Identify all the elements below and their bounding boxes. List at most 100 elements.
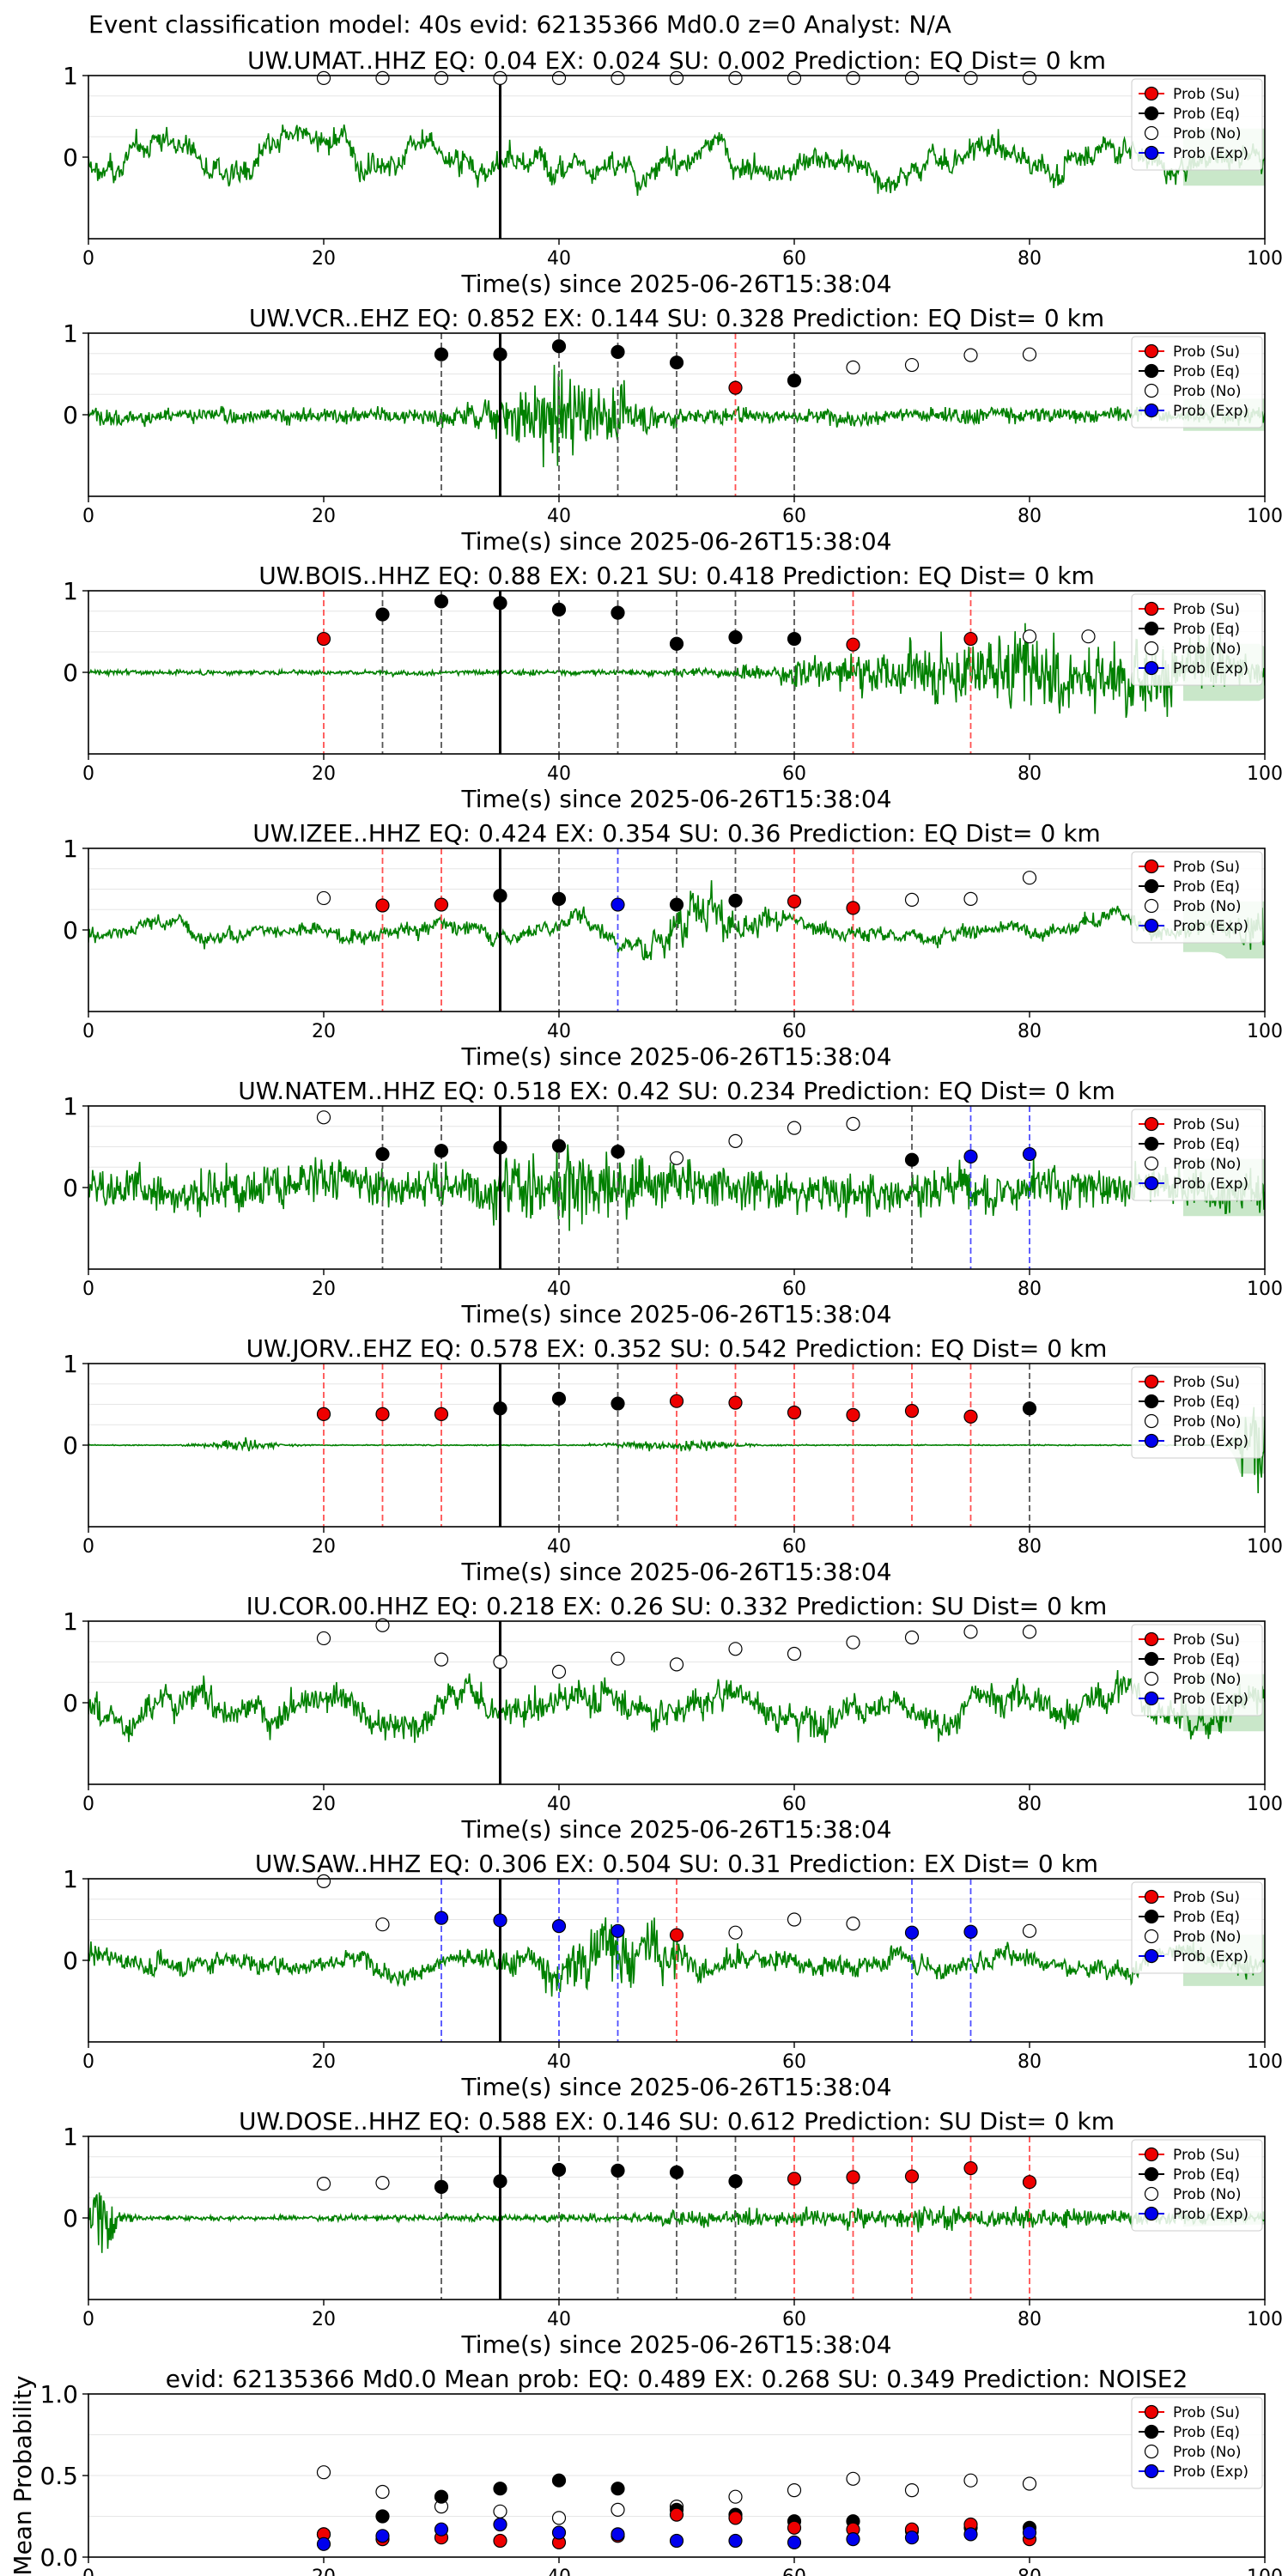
panel-3: UW.IZEE..HHZ EQ: 0.424 EX: 0.354 SU: 0.3… xyxy=(63,819,1283,1071)
legend-marker-eq xyxy=(1144,2166,1159,2182)
x-tick-label: 60 xyxy=(782,506,806,527)
legend-marker-exp xyxy=(1144,1948,1159,1964)
prob-point-exp xyxy=(1022,1146,1037,1162)
legend-marker-su xyxy=(1144,1631,1159,1647)
x-tick-label: 0 xyxy=(82,2309,94,2330)
legend-label: Prob (Eq) xyxy=(1173,1394,1240,1411)
y-tick-label: 1.0 xyxy=(39,2380,78,2409)
prob-point-no xyxy=(1022,347,1037,361)
legend-label: Prob (No) xyxy=(1173,641,1242,658)
prob-point-su xyxy=(434,1406,449,1422)
legend-label: Prob (No) xyxy=(1173,2444,1242,2461)
prob-point-su xyxy=(963,2160,978,2176)
prob-point-eq xyxy=(669,2165,684,2179)
legend-label: Prob (Su) xyxy=(1173,1116,1240,1133)
prob-point-no xyxy=(963,70,978,85)
prob-point-su xyxy=(728,1395,743,1410)
prob-point-no xyxy=(669,70,684,85)
prob-point-eq xyxy=(728,630,743,645)
mean-point-no xyxy=(316,2465,331,2480)
legend-label: Prob (No) xyxy=(1173,383,1242,400)
y-tick-label: 0 xyxy=(63,2204,78,2233)
mean-point-no xyxy=(611,2502,625,2517)
legend-label: Prob (Eq) xyxy=(1173,2424,1240,2441)
legend-marker-no xyxy=(1144,2444,1159,2459)
prob-point-eq xyxy=(669,355,684,370)
y-tick-label: 1 xyxy=(63,1607,78,1636)
panel-content xyxy=(88,1879,1265,2042)
legend-box xyxy=(1131,1109,1263,1201)
legend-label: Prob (Su) xyxy=(1173,1889,1240,1906)
mean-point-no xyxy=(551,2511,567,2525)
x-axis-label: Time(s) since 2025-06-26T15:38:04 xyxy=(460,527,891,556)
panel-8: UW.DOSE..HHZ EQ: 0.588 EX: 0.146 SU: 0.6… xyxy=(63,2107,1283,2359)
prob-point-no xyxy=(611,1651,625,1666)
legend-label: Prob (Eq) xyxy=(1173,2166,1240,2184)
prob-point-no xyxy=(493,70,507,85)
prob-point-eq xyxy=(493,1140,507,1155)
prob-point-su xyxy=(787,894,802,908)
legend-label: Prob (Su) xyxy=(1173,2147,1240,2164)
legend-box xyxy=(1131,336,1263,428)
prob-point-exp xyxy=(904,1925,920,1940)
x-tick-label: 20 xyxy=(312,248,336,270)
y-axis-label: Mean Probability xyxy=(9,2375,37,2575)
legend-label: Prob (Su) xyxy=(1173,343,1240,361)
prob-point-no xyxy=(316,1874,331,1888)
prob-point-eq xyxy=(904,1152,920,1167)
x-tick-label: 100 xyxy=(1247,763,1283,785)
prob-point-eq xyxy=(611,1145,625,1159)
prob-point-eq xyxy=(551,2162,567,2178)
legend-marker-eq xyxy=(1144,621,1159,636)
legend-box xyxy=(1131,78,1263,171)
x-axis-label: Time(s) since 2025-06-26T15:38:04 xyxy=(460,270,891,298)
panel-title: UW.JORV..EHZ EQ: 0.578 EX: 0.352 SU: 0.5… xyxy=(246,1334,1108,1363)
prob-point-no xyxy=(904,70,920,85)
prob-point-eq xyxy=(728,893,743,908)
legend-marker-eq xyxy=(1144,878,1159,894)
x-tick-label: 100 xyxy=(1247,506,1283,527)
prob-point-su xyxy=(669,1394,684,1408)
x-tick-label: 20 xyxy=(312,2567,336,2576)
x-tick-label: 20 xyxy=(312,1536,336,1558)
figure-title: Event classification model: 40s evid: 62… xyxy=(88,10,951,39)
prob-point-no xyxy=(316,70,331,85)
legend-marker-su xyxy=(1144,2404,1159,2420)
mean-point-exp xyxy=(551,2525,567,2540)
legend-label: Prob (No) xyxy=(1173,1413,1242,1431)
legend-label: Prob (Exp) xyxy=(1173,2206,1249,2223)
x-tick-label: 80 xyxy=(1018,506,1042,527)
legend-marker-no xyxy=(1144,1413,1159,1429)
legend-marker-eq xyxy=(1144,1136,1159,1151)
mean-point-exp xyxy=(375,2529,390,2543)
legend-marker-eq xyxy=(1144,363,1159,379)
legend-marker-no xyxy=(1144,2186,1159,2202)
x-axis-label: Time(s) since 2025-06-26T15:38:04 xyxy=(460,1300,891,1328)
prob-point-no xyxy=(787,1912,802,1927)
prob-point-eq xyxy=(493,1401,507,1416)
mean-point-exp xyxy=(846,2532,860,2547)
mean-point-no xyxy=(493,2504,507,2518)
y-tick-label: 0.5 xyxy=(39,2462,78,2490)
y-tick-label: 0 xyxy=(63,1174,78,1202)
legend-marker-su xyxy=(1144,2147,1159,2162)
prob-point-no xyxy=(669,1151,684,1165)
legend-label: Prob (Eq) xyxy=(1173,1651,1240,1668)
prob-point-no xyxy=(1022,1923,1037,1938)
y-tick-label: 1 xyxy=(63,62,78,90)
x-tick-label: 80 xyxy=(1018,1279,1042,1300)
prob-point-exp xyxy=(963,1149,978,1164)
prob-point-su xyxy=(963,1409,978,1424)
x-tick-label: 40 xyxy=(547,1279,571,1300)
legend-label: Prob (Exp) xyxy=(1173,1433,1249,1450)
prob-point-no xyxy=(846,360,860,374)
prob-point-eq xyxy=(611,1396,625,1411)
mean-point-exp xyxy=(493,2517,507,2532)
mean-point-exp xyxy=(904,2530,920,2545)
prob-point-no xyxy=(904,892,920,907)
prob-point-exp xyxy=(493,1913,507,1928)
mean-point-no xyxy=(963,2473,978,2488)
prob-point-eq xyxy=(551,891,567,907)
y-tick-label: 0 xyxy=(63,1431,78,1460)
